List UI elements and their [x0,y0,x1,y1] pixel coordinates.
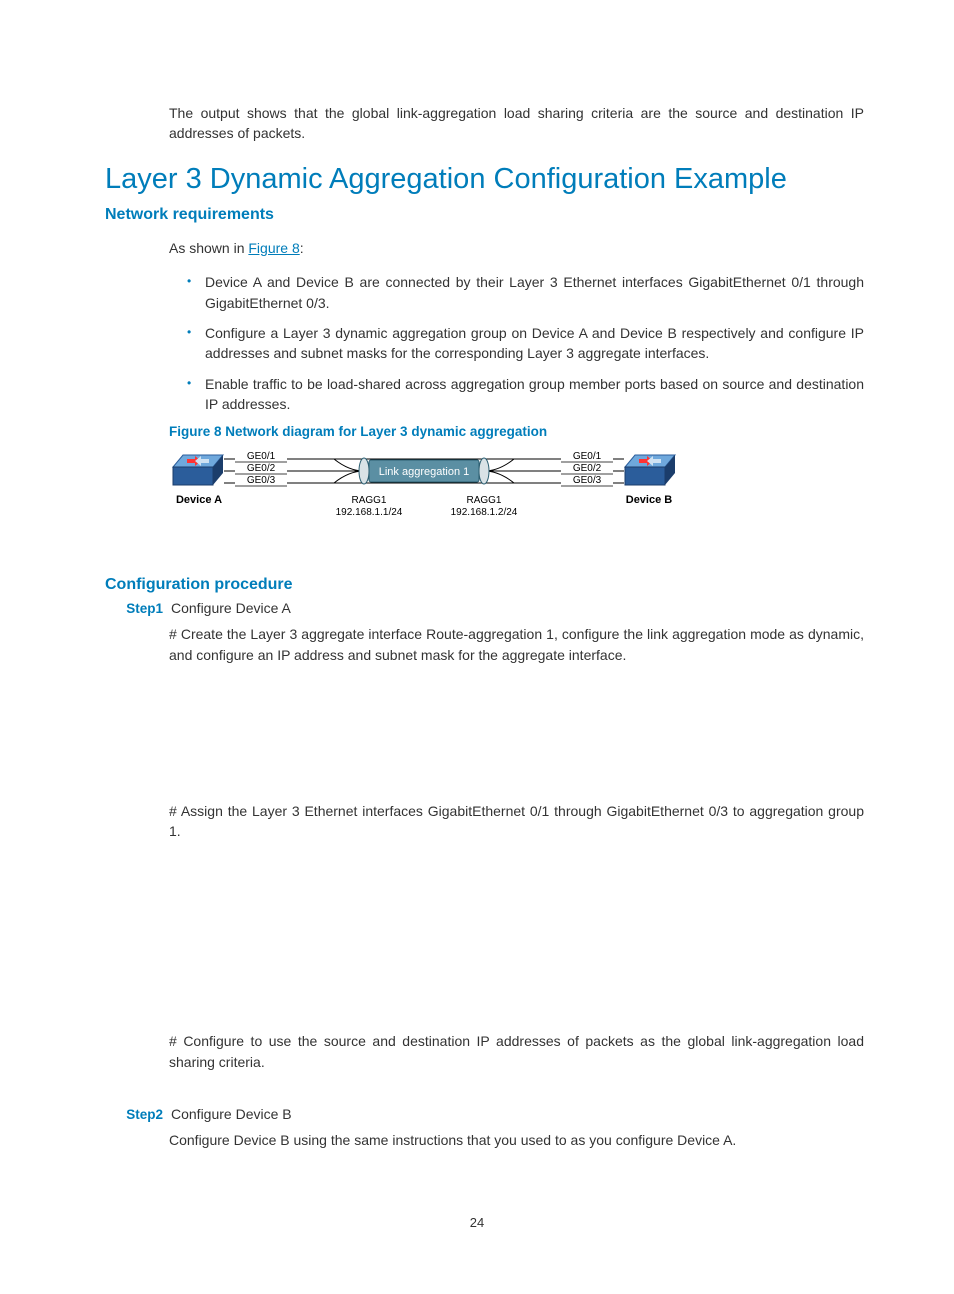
port-label: GE0/2 [247,463,276,474]
port-label: GE0/2 [573,463,602,474]
figure-caption: Figure 8 Network diagram for Layer 3 dyn… [169,424,864,439]
page: The output shows that the global link-ag… [0,0,954,1294]
step1-p2: # Assign the Layer 3 Ethernet interfaces… [169,801,864,842]
step2-block: Step2 Configure Device B Configure Devic… [105,1106,864,1150]
device-a-icon [173,455,223,485]
step2-title: Configure Device B [171,1106,864,1122]
port-label: GE0/3 [573,475,602,486]
ip-a: 192.168.1.1/24 [336,507,403,518]
step2-label: Step2 [105,1107,163,1122]
port-label: GE0/3 [247,475,276,486]
lead-post: : [300,240,304,256]
device-b-icon [625,455,675,485]
step1-p1: # Create the Layer 3 aggregate interface… [169,624,864,665]
step1-p3: # Configure to use the source and destin… [169,1031,864,1072]
step1-title: Configure Device A [171,600,864,616]
ip-b: 192.168.1.2/24 [451,507,518,518]
step1-label: Step1 [105,601,163,616]
spacer [105,855,864,1023]
ragg-a: RAGG1 [351,495,386,506]
spacer [105,679,864,793]
port-label: GE0/1 [247,451,276,462]
list-item: Configure a Layer 3 dynamic aggregation … [205,323,864,364]
intro-paragraph: The output shows that the global link-ag… [169,104,864,143]
diagram-svg: Link aggregation 1 GE0/1 GE0/2 GE0 [169,445,679,543]
network-diagram: Link aggregation 1 GE0/1 GE0/2 GE0 [169,445,864,546]
list-item: Device A and Device B are connected by t… [205,272,864,313]
step1-block: Step1 Configure Device A # Create the La… [105,600,864,1072]
section-network-requirements-heading: Network requirements [105,206,864,224]
lead-pre: As shown in [169,240,248,256]
page-number: 24 [0,1215,954,1230]
figure-8-link[interactable]: Figure 8 [248,240,299,256]
page-title: Layer 3 Dynamic Aggregation Configuratio… [105,163,864,196]
link-label: Link aggregation 1 [379,466,470,478]
requirements-list: Device A and Device B are connected by t… [105,272,864,414]
step2-p1: Configure Device B using the same instru… [169,1130,864,1150]
list-item: Enable traffic to be load-shared across … [205,374,864,415]
ragg-b: RAGG1 [466,495,501,506]
port-label: GE0/1 [573,451,602,462]
section-config-procedure-heading: Configuration procedure [105,576,864,594]
section1-lead: As shown in Figure 8: [169,238,864,258]
device-b-label: Device B [626,494,673,506]
device-a-label: Device A [176,494,222,506]
